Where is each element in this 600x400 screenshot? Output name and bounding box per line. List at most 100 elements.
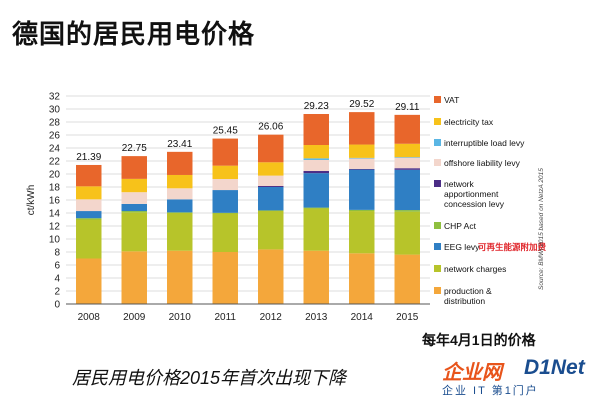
bar-segment-network [121, 212, 147, 252]
bar-segment-vat [121, 156, 147, 179]
bar-segment-production [76, 258, 102, 304]
bar-segment-production [303, 250, 329, 304]
bar-segment-network [258, 210, 284, 250]
bar-segment-electricity_tax [349, 144, 375, 158]
legend-annotation: 可再生能源附加费 [478, 242, 547, 252]
legend-label: network charges [444, 264, 506, 274]
bar-segment-chp [303, 207, 329, 209]
legend-item: offshore liability levy [434, 158, 521, 168]
legend-label: VAT [444, 95, 459, 105]
legend-swatch [434, 180, 441, 187]
bar-segment-network [394, 211, 420, 255]
bar-segment-vat [76, 164, 102, 187]
legend-swatch [434, 265, 441, 272]
y-tick-label: 14 [49, 209, 61, 220]
y-tick-label: 6 [54, 261, 60, 272]
page-title: 德国的居民用电价格 [12, 19, 256, 49]
bar-segment-production [394, 254, 420, 304]
watermark-logo: 企业网 D1Net 企业 IT 第1门户 [442, 356, 598, 400]
bar-segment-offshore [76, 199, 102, 212]
legend-swatch [434, 96, 441, 103]
bar-segment-eeg [167, 199, 193, 213]
bar-segment-offshore [121, 192, 147, 204]
bar-segment-electricity_tax [394, 143, 420, 158]
bar-segment-production [167, 250, 193, 304]
x-tick-label: 2013 [305, 312, 328, 323]
bar-segment-eeg [349, 169, 375, 210]
bar-segment-electricity_tax [258, 162, 284, 176]
bar-segment-eeg [212, 190, 238, 213]
legend-label: interruptible load levy [444, 138, 525, 148]
bar-total-label: 22.75 [122, 143, 147, 154]
y-tick-label: 22 [49, 157, 61, 168]
gridlines [66, 95, 430, 305]
bar-segment-electricity_tax [76, 186, 102, 200]
bar-segment-offshore [349, 157, 375, 169]
bar-segment-vat [394, 114, 420, 144]
legend-label: electricity tax [444, 117, 494, 127]
bar-total-label: 29.11 [395, 102, 420, 113]
y-tick-label: 12 [49, 222, 61, 233]
y-axis-label: ct/kWh [26, 185, 37, 216]
bar-total-label: 29.52 [349, 99, 374, 110]
bar-segment-network [212, 213, 238, 252]
y-tick-label: 28 [49, 118, 61, 129]
bar-segment-offshore [167, 188, 193, 200]
legend-label: EEG levy [444, 242, 480, 252]
bar-segment-concession [258, 186, 284, 187]
bar-segment-chp [349, 209, 375, 212]
legend-swatch [434, 139, 441, 146]
legend-swatch [434, 118, 441, 125]
chart-caption: 居民用电价格2015年首次出现下降 [72, 368, 347, 388]
bar-segment-eeg [258, 186, 284, 211]
legend-label: CHP Act [444, 221, 477, 231]
x-tick-label: 2010 [169, 312, 192, 323]
x-tick-label: 2011 [214, 312, 236, 323]
bar-segment-interruptible [349, 157, 375, 159]
y-tick-label: 24 [49, 144, 61, 155]
y-tick-label: 2 [54, 287, 60, 298]
legend-swatch [434, 222, 441, 229]
legend-item: interruptible load levy [434, 138, 525, 148]
y-tick-label: 10 [49, 235, 61, 246]
y-tick-label: 32 [49, 92, 61, 103]
x-tick-label: 2008 [78, 312, 101, 323]
y-tick-label: 20 [49, 170, 61, 181]
legend-swatch [434, 243, 441, 250]
legend-label: offshore liability levy [444, 158, 521, 168]
bar-segment-offshore [394, 157, 420, 169]
bar-total-label: 23.41 [167, 139, 192, 150]
bar-segment-concession [394, 168, 420, 170]
watermark-brand-cn: 企业网 [442, 362, 502, 384]
bar-segment-eeg [76, 211, 102, 219]
bars [76, 112, 420, 304]
bar-segment-production [258, 249, 284, 304]
bar-segment-chp [76, 218, 102, 220]
bar-total-label: 21.39 [76, 152, 101, 163]
bar-segment-production [212, 252, 238, 304]
bar-segment-vat [258, 134, 284, 163]
bar-segment-interruptible [394, 157, 420, 158]
watermark-brand-en: D1Net [524, 356, 585, 379]
bar-segment-electricity_tax [121, 178, 147, 193]
date-note: 每年4月1日的价格 [422, 332, 536, 348]
watermark-subtitle: 企业 IT 第1门户 [442, 385, 539, 397]
y-tick-label: 0 [54, 300, 60, 311]
bar-segment-chp [212, 212, 238, 214]
bar-segment-eeg [121, 203, 147, 212]
bar-segment-network [349, 211, 375, 254]
x-axis-ticks: 2008 2009 2010 2011 2012 2013 2014 2015 [78, 312, 419, 323]
total-labels: 21.39 22.75 23.41 25.45 26.06 29.23 29.52 29.11 [76, 99, 420, 163]
bar-total-label: 29.23 [304, 101, 329, 112]
bar-segment-network [303, 208, 329, 251]
bar-segment-electricity_tax [167, 174, 193, 189]
bar-segment-concession [349, 168, 375, 170]
legend: VAT electricity tax interruptible load lev… [434, 95, 547, 306]
y-tick-label: 8 [54, 248, 60, 259]
bar-segment-eeg [303, 173, 329, 208]
source-note: Source: BMWi 2015 based on NetzA 2015 [538, 168, 545, 290]
bar-segment-chp [394, 210, 420, 212]
bar-segment-chp [258, 210, 284, 211]
bar-segment-eeg [394, 169, 420, 211]
